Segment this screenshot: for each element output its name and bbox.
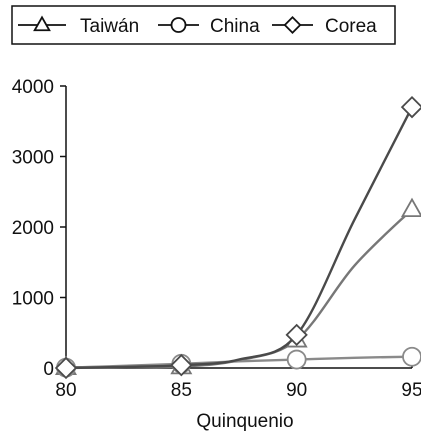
axis-labels: 0 1000 2000 3000 4000 80 85 90 95 Quinquenio — [12, 77, 421, 432]
legend-frame — [11, 5, 396, 45]
legend-label-china: China — [210, 16, 260, 37]
y-tick-label: 1000 — [12, 289, 54, 310]
series-line-corea — [64, 105, 414, 370]
legend-marker-circle-icon — [170, 17, 187, 33]
legend: Taiwán China Corea — [11, 5, 396, 45]
x-tick-label: 90 — [286, 380, 307, 401]
legend-marker-diamond-icon — [283, 16, 302, 34]
legend-marker-triangle-icon — [33, 15, 51, 32]
data-point-taiwán — [401, 197, 421, 218]
y-tick-label: 0 — [43, 359, 54, 380]
axes — [60, 85, 413, 369]
x-tick-label: 95 — [401, 380, 421, 401]
legend-item-china: China — [158, 16, 260, 37]
legend-item-taiwán: Taiwán — [18, 15, 139, 37]
legend-label-corea: Corea — [325, 16, 377, 37]
data-point-china — [286, 349, 307, 370]
y-tick-label: 3000 — [12, 148, 54, 169]
series-china — [56, 346, 421, 378]
data-point-corea — [285, 323, 308, 347]
legend-item-corea: Corea — [272, 16, 377, 37]
legend-label-taiwán: Taiwán — [80, 16, 139, 37]
series-area — [54, 95, 421, 380]
data-point-corea — [170, 354, 193, 377]
series-corea — [54, 95, 421, 380]
data-point-corea — [54, 356, 78, 380]
x-tick-label: 80 — [55, 380, 76, 401]
series-taiwán — [55, 197, 421, 375]
series-line-taiwán — [64, 208, 414, 369]
x-tick-label: 85 — [171, 380, 192, 401]
y-tick-label: 2000 — [12, 218, 54, 239]
data-point-china — [402, 346, 421, 367]
x-axis-title: Quinquenio — [196, 411, 293, 432]
data-point-corea — [400, 95, 421, 119]
y-tick-label: 4000 — [12, 77, 54, 98]
